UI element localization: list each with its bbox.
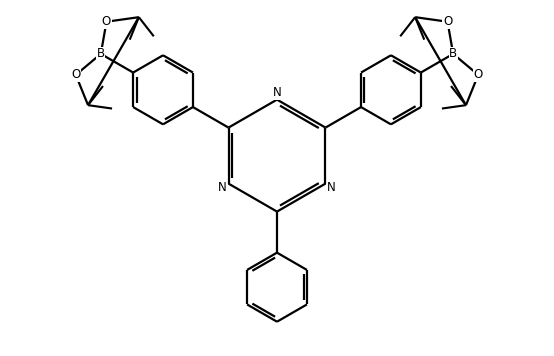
- Text: N: N: [327, 180, 336, 194]
- Text: B: B: [97, 47, 105, 61]
- Text: O: O: [474, 68, 483, 82]
- Text: O: O: [443, 15, 452, 28]
- Text: N: N: [218, 180, 227, 194]
- Text: B: B: [449, 47, 457, 61]
- Text: O: O: [102, 15, 111, 28]
- Text: N: N: [273, 86, 281, 99]
- Text: O: O: [71, 68, 80, 82]
